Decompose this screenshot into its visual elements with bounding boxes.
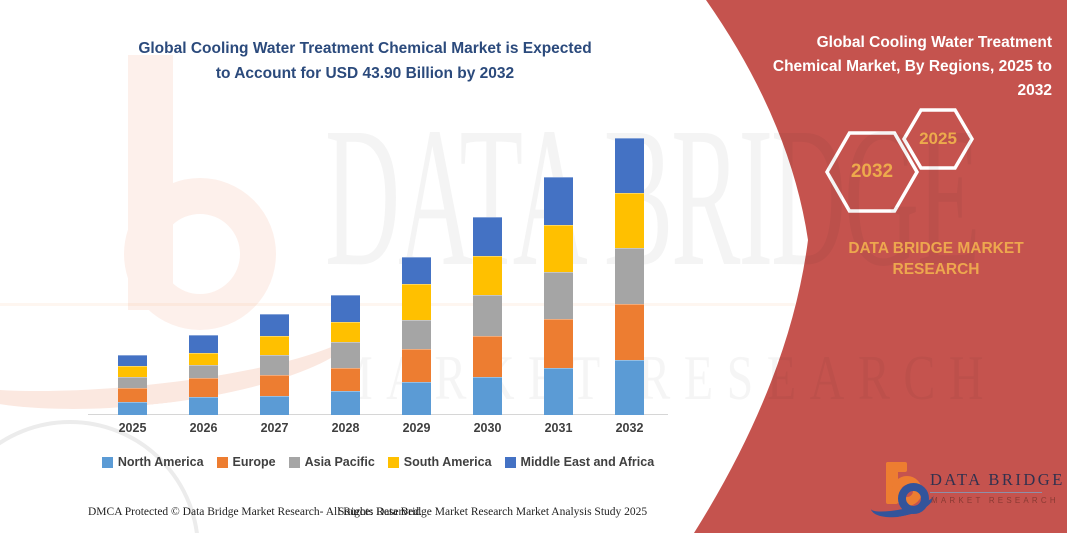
bar-2026	[189, 334, 218, 415]
bar-2027	[260, 314, 289, 415]
data-bridge-logo: DATA BRIDGE MARKET RESEARCH	[867, 452, 1065, 523]
bar-segment-europe	[260, 375, 289, 397]
bar-2031	[544, 176, 573, 415]
logo-b-icon-cap	[886, 462, 907, 472]
bar-segment-middle-east-and-africa	[260, 314, 289, 337]
logo-d-icon	[898, 483, 929, 514]
bar-segment-middle-east-and-africa	[544, 176, 573, 226]
bar-segment-north-america	[189, 397, 218, 415]
brand-caption: DATA BRIDGE MARKET RESEARCH	[848, 240, 1024, 278]
hexagon-badge-2025-label: 2025	[919, 129, 957, 148]
x-tick-2027: 2027	[260, 421, 289, 435]
x-axis-line	[88, 414, 668, 415]
bar-segment-north-america	[260, 396, 289, 415]
bar-segment-south-america	[331, 321, 360, 343]
bar-segment-europe	[473, 335, 502, 377]
legend-swatch	[387, 456, 399, 468]
hexagon-badge-2032-label: 2032	[850, 161, 894, 182]
footer-copyright: DMCA Protected © Data Bridge Market Rese…	[88, 506, 422, 518]
legend-label: Europe	[232, 455, 276, 469]
chart-title-line1: Global Cooling Water Treatment Chemical …	[138, 40, 592, 57]
watermark-line	[0, 303, 795, 306]
bar-segment-europe	[544, 319, 573, 369]
legend-swatch	[101, 456, 113, 468]
panel-title-line2: Chemical Market, By Regions, 2025 to	[772, 58, 1052, 75]
x-tick-2031: 2031	[544, 421, 573, 435]
legend-item-south-america: South America	[387, 455, 492, 469]
bar-segment-north-america	[402, 382, 431, 415]
bar-segment-middle-east-and-africa	[189, 334, 218, 353]
chart-title: Global Cooling Water Treatment Chemical …	[100, 36, 630, 86]
x-tick-2028: 2028	[331, 421, 360, 435]
bar-segment-middle-east-and-africa	[118, 355, 147, 367]
bar-segment-asia-pacific	[402, 319, 431, 350]
logo-subtitle: MARKET RESEARCH	[931, 496, 1059, 505]
legend-item-asia-pacific: Asia Pacific	[288, 455, 375, 469]
bar-segment-europe	[189, 377, 218, 398]
legend-item-north-america: North America	[101, 455, 204, 469]
legend-item-middle-east-and-africa: Middle East and Africa	[504, 455, 655, 469]
bar-segment-south-america	[189, 352, 218, 366]
footer-source: Source: Data Bridge Market Research Mark…	[338, 506, 648, 518]
bar-segment-middle-east-and-africa	[615, 138, 644, 193]
bar-2029	[402, 256, 431, 415]
bar-segment-middle-east-and-africa	[331, 295, 360, 322]
legend-label: North America	[117, 455, 204, 469]
logo-divider	[930, 492, 1042, 493]
bar-2032	[615, 138, 644, 415]
bar-2030	[473, 216, 502, 415]
bar-2025	[118, 355, 147, 415]
bar-segment-asia-pacific	[473, 295, 502, 336]
bar-segment-middle-east-and-africa	[473, 216, 502, 257]
bar-segment-south-america	[544, 225, 573, 273]
bar-2028	[331, 295, 360, 415]
bar-segment-south-america	[402, 284, 431, 320]
x-tick-2030: 2030	[473, 421, 502, 435]
bar-segment-europe	[402, 349, 431, 383]
bar-segment-north-america	[473, 376, 502, 415]
bar-segment-europe	[118, 387, 147, 402]
bar-segment-asia-pacific	[260, 355, 289, 376]
panel-title-line1: Global Cooling Water Treatment	[816, 34, 1052, 51]
chart-title-line2: to Account for USD 43.90 Billion by 2032	[215, 65, 515, 82]
bar-segment-asia-pacific	[331, 342, 360, 369]
legend-label: Asia Pacific	[304, 455, 375, 469]
legend-item-europe: Europe	[216, 455, 276, 469]
bar-segment-south-america	[615, 192, 644, 248]
bar-segment-europe	[615, 304, 644, 360]
bar-segment-north-america	[544, 368, 573, 415]
panel-title: Global Cooling Water Treatment Chemical …	[730, 31, 1052, 103]
bar-segment-asia-pacific	[118, 377, 147, 388]
bar-segment-south-america	[473, 256, 502, 296]
x-tick-2026: 2026	[189, 421, 218, 435]
legend-label: Middle East and Africa	[520, 455, 655, 469]
legend-swatch	[288, 456, 300, 468]
bar-segment-north-america	[118, 401, 147, 415]
legend-swatch	[504, 456, 516, 468]
bar-segment-middle-east-and-africa	[402, 256, 431, 285]
legend: North America Europe Asia Pacific South Ame…	[88, 455, 668, 469]
bar-segment-south-america	[260, 336, 289, 356]
legend-label: South America	[403, 455, 492, 469]
bar-segment-south-america	[118, 366, 147, 378]
legend-swatch	[216, 456, 228, 468]
x-tick-2029: 2029	[402, 421, 431, 435]
bar-segment-north-america	[331, 391, 360, 415]
panel-title-line3: 2032	[1017, 82, 1052, 99]
logo-title: DATA BRIDGE	[930, 470, 1065, 489]
bar-segment-asia-pacific	[615, 247, 644, 304]
bar-segment-asia-pacific	[544, 272, 573, 320]
bar-segment-north-america	[615, 359, 644, 415]
bar-segment-europe	[331, 368, 360, 391]
x-tick-2025: 2025	[118, 421, 147, 435]
x-tick-2032: 2032	[615, 421, 644, 435]
bar-segment-asia-pacific	[189, 365, 218, 378]
